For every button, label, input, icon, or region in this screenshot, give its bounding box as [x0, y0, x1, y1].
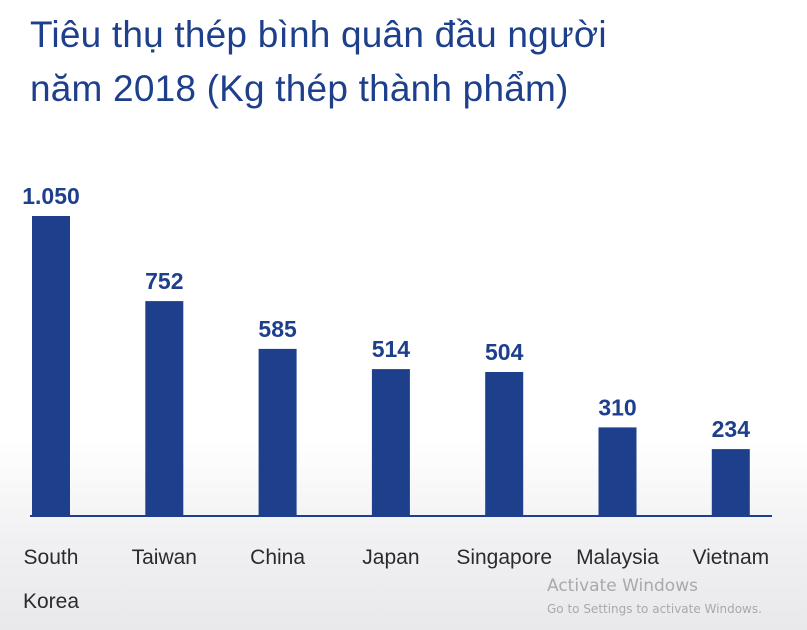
bar-0 — [32, 216, 70, 516]
bar-6 — [711, 449, 750, 516]
category-label-line: Vietnam — [692, 546, 769, 569]
bar-5 — [598, 427, 637, 516]
category-label: China — [250, 546, 305, 569]
bar-value-label: 234 — [712, 416, 751, 442]
bar-value-label: 514 — [372, 336, 411, 362]
category-label: Japan — [362, 546, 419, 569]
chart-title: Tiêu thụ thép bình quân đầu người năm 20… — [30, 8, 790, 116]
category-label-line: Taiwan — [132, 546, 197, 569]
chart-title-line-2: năm 2018 (Kg thép thành phẩm) — [30, 68, 569, 109]
category-label: Vietnam — [692, 546, 769, 569]
bar-1 — [145, 301, 184, 516]
category-label-line: Malaysia — [576, 546, 659, 569]
bar-value-label: 1.050 — [22, 183, 80, 209]
bar-value-label: 752 — [145, 268, 183, 294]
category-label-line: Korea — [23, 590, 79, 613]
bar-2 — [258, 348, 297, 516]
bar-value-label: 310 — [598, 394, 636, 420]
category-label: South Korea — [23, 546, 79, 613]
chart-title-line-1: Tiêu thụ thép bình quân đầu người — [30, 14, 607, 55]
bar-4 — [485, 372, 524, 516]
category-label-line: South — [24, 546, 79, 569]
category-label-line: Singapore — [456, 546, 552, 569]
category-label: Malaysia — [576, 546, 659, 569]
category-label: Singapore — [456, 546, 552, 569]
category-label: Taiwan — [132, 546, 197, 569]
bar-value-label: 504 — [485, 339, 524, 365]
category-label-line: Japan — [362, 546, 419, 569]
bar-value-label: 585 — [258, 316, 297, 342]
category-label-line: China — [250, 546, 305, 569]
bar-3 — [371, 369, 410, 516]
